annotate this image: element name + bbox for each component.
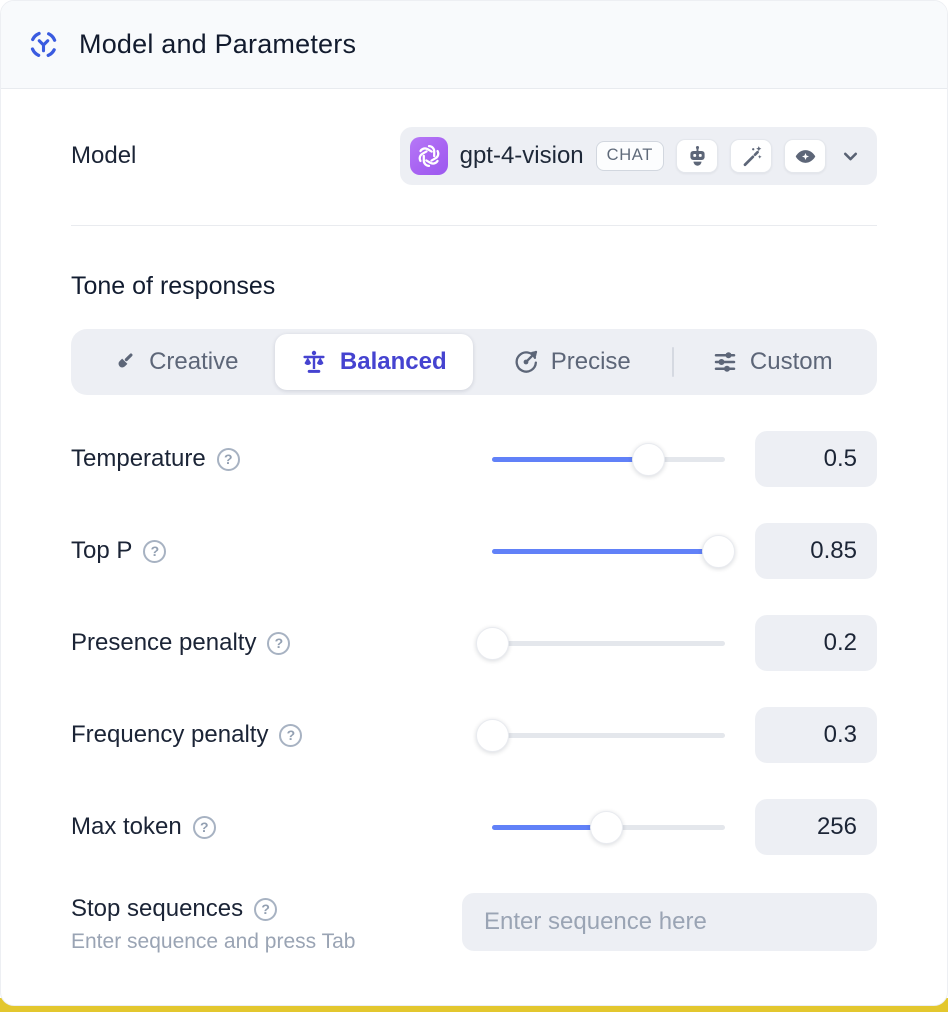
tone-option-label: Custom [749, 348, 833, 375]
slider-thumb[interactable] [589, 810, 623, 844]
help-icon[interactable]: ? [192, 815, 216, 839]
tone-segmented-control: Creative Balanced [71, 329, 877, 395]
parameter-label: Max token [71, 813, 182, 840]
max-token-slider[interactable] [492, 810, 725, 844]
target-dart-icon [514, 350, 538, 374]
tone-heading: Tone of responses [71, 272, 276, 300]
top-p-slider[interactable] [492, 534, 735, 568]
stop-sequences-helper: Enter sequence and press Tab [71, 930, 356, 953]
temperature-slider[interactable] [492, 442, 725, 476]
frequency-penalty-slider[interactable] [475, 718, 725, 752]
tone-option-custom[interactable]: Custom [674, 334, 873, 390]
slider-thumb[interactable] [475, 718, 509, 752]
help-icon[interactable]: ? [267, 631, 291, 655]
parameter-label: Frequency penalty [71, 721, 269, 748]
help-icon[interactable]: ? [279, 723, 303, 747]
robot-icon [676, 139, 718, 173]
model-scope-icon [28, 29, 59, 60]
balance-scale-icon [301, 350, 327, 375]
slider-thumb[interactable] [701, 534, 735, 568]
chevron-down-icon [840, 146, 861, 167]
parameter-row-presence-penalty: Presence penalty ? 0.2 [71, 615, 877, 671]
section-divider [71, 225, 877, 226]
model-row: Model gpt-4-vision C [71, 127, 877, 185]
segment-divider [671, 347, 674, 377]
stop-sequences-row: Stop sequences ? Enter sequence and pres… [71, 893, 877, 954]
model-type-badge: CHAT [595, 141, 664, 171]
tone-option-precise[interactable]: Precise [473, 334, 672, 390]
openai-logo [409, 137, 448, 175]
tone-option-balanced[interactable]: Balanced [274, 334, 473, 390]
tone-option-label: Precise [550, 348, 631, 375]
slider-thumb[interactable] [475, 626, 509, 660]
page-title: Model and Parameters [79, 29, 357, 59]
parameter-row-temperature: Temperature ? 0.5 [71, 431, 877, 487]
parameter-row-frequency-penalty: Frequency penalty ? 0.3 [71, 707, 877, 763]
parameter-label: Top P [71, 537, 133, 564]
parameter-list: Temperature ? 0.5 Top P ? 0.85 [71, 431, 877, 855]
vision-eye-icon [784, 139, 826, 173]
tone-option-label: Balanced [339, 348, 447, 375]
stop-sequences-label: Stop sequences [71, 895, 244, 922]
paintbrush-icon [112, 350, 136, 374]
parameter-label: Presence penalty [71, 629, 257, 656]
selected-model-name: gpt-4-vision [459, 142, 584, 169]
tone-option-label: Creative [149, 348, 239, 375]
temperature-value[interactable]: 0.5 [755, 431, 877, 487]
slider-thumb[interactable] [631, 442, 665, 476]
help-icon[interactable]: ? [254, 897, 278, 921]
help-icon[interactable]: ? [143, 539, 167, 563]
tone-option-creative[interactable]: Creative [76, 334, 275, 390]
presence-penalty-slider[interactable] [475, 626, 725, 660]
frequency-penalty-value[interactable]: 0.3 [755, 707, 877, 763]
magic-wand-icon [730, 139, 772, 173]
model-select-dropdown[interactable]: gpt-4-vision CHAT [399, 127, 877, 185]
help-icon[interactable]: ? [216, 447, 240, 471]
parameter-row-top-p: Top P ? 0.85 [71, 523, 877, 579]
parameter-label: Temperature [71, 445, 206, 472]
model-label: Model [71, 142, 137, 169]
sliders-icon [713, 350, 737, 374]
presence-penalty-value[interactable]: 0.2 [755, 615, 877, 671]
parameter-row-max-token: Max token ? 256 [71, 799, 877, 855]
panel-header: Model and Parameters [1, 1, 947, 89]
panel-body: Model gpt-4-vision C [1, 127, 947, 954]
max-token-value[interactable]: 256 [755, 799, 877, 855]
stop-sequence-input[interactable] [462, 893, 877, 951]
top-p-value[interactable]: 0.85 [755, 523, 877, 579]
